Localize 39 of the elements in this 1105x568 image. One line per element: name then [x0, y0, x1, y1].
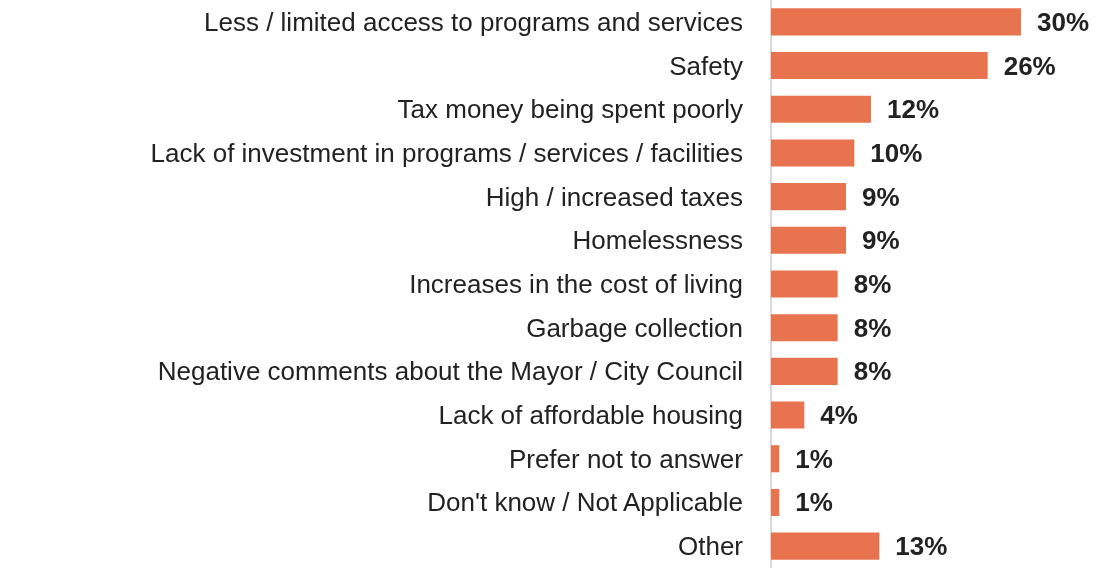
data-label: 1% — [795, 443, 833, 474]
bar — [771, 183, 846, 211]
y-tick-label: Don't know / Not Applicable — [427, 487, 743, 518]
data-label: 1% — [795, 487, 833, 518]
bar — [771, 445, 780, 473]
bar — [771, 314, 838, 342]
bar — [771, 51, 988, 80]
data-label: 8% — [853, 312, 892, 343]
bar — [771, 8, 1021, 36]
bar — [771, 532, 880, 560]
data-label: 26% — [1003, 50, 1056, 81]
data-label: 8% — [853, 269, 892, 299]
bar — [771, 401, 805, 429]
y-tick-label: Tax money being spent poorly — [397, 94, 743, 125]
data-label: 10% — [870, 137, 923, 168]
bar — [771, 270, 838, 298]
data-label: 13% — [895, 531, 948, 562]
bar — [771, 95, 871, 123]
data-label: 8% — [853, 356, 892, 387]
bar — [771, 226, 846, 254]
y-tick-label: Safety — [669, 50, 743, 81]
y-tick-label: Lack of affordable housing — [438, 400, 743, 431]
bar — [771, 488, 780, 517]
data-label: 4% — [820, 400, 858, 431]
data-label: 12% — [887, 94, 940, 125]
data-label: 9% — [862, 181, 900, 212]
y-tick-label: Prefer not to answer — [508, 443, 744, 474]
bar — [771, 139, 855, 167]
y-tick-label: Lack of investment in programs / services / facilities — [150, 137, 743, 168]
y-tick-label: Increases in the cost of living — [409, 269, 743, 299]
y-tick-label: Homelessness — [572, 225, 743, 256]
y-tick-label: Negative comments about the Mayor / City Council — [157, 356, 743, 387]
data-label: 9% — [862, 225, 900, 256]
y-tick-label: Less / limited access to programs and services — [204, 6, 743, 37]
bar — [771, 357, 838, 385]
y-tick-label: Garbage collection — [526, 312, 743, 343]
y-tick-label: High / increased taxes — [485, 181, 743, 212]
data-label: 30% — [1037, 6, 1090, 37]
y-tick-label: Other — [677, 531, 744, 562]
